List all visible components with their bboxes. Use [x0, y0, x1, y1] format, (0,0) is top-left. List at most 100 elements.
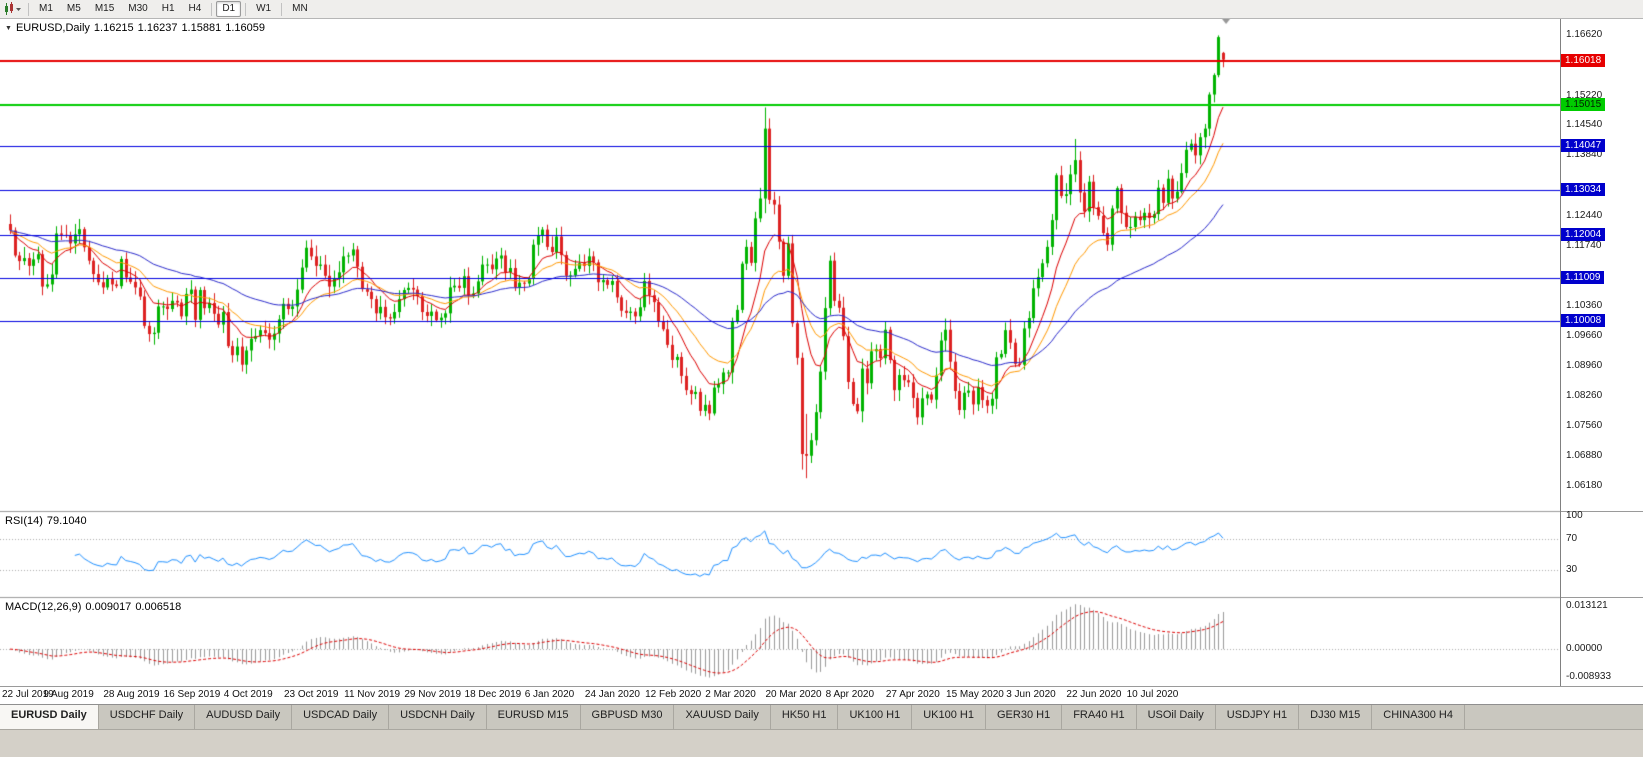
- timeframe-button-h1[interactable]: H1: [161, 3, 175, 14]
- timeframe-button-mn[interactable]: MN: [292, 3, 308, 14]
- price-chart-canvas[interactable]: [0, 19, 1560, 686]
- price-axis-tick: 1.16620: [1566, 29, 1603, 41]
- chart-region: ▼ EURUSD,Daily 1.16215 1.16237 1.15881 1.1605…: [0, 19, 1643, 704]
- chart-tab-fra40-h1[interactable]: FRA40 H1: [1062, 705, 1137, 729]
- price-level-badge[interactable]: 1.10008: [1561, 313, 1606, 327]
- price-axis-tick: 1.12440: [1566, 209, 1603, 221]
- toolbar-divider: [245, 2, 247, 16]
- chart-type-icon[interactable]: [3, 2, 23, 16]
- time-axis-label: 18 Dec 2019: [464, 689, 522, 700]
- time-axis-label: 22 Jun 2020: [1066, 689, 1122, 700]
- price-level-badge[interactable]: 1.13034: [1561, 183, 1606, 197]
- price-level-badge[interactable]: 1.14047: [1561, 139, 1606, 153]
- time-axis-label: 10 Jul 2020: [1126, 689, 1179, 700]
- ohlc-open: 1.16215: [93, 22, 134, 34]
- panel-separator: [1561, 597, 1643, 598]
- rsi-axis-label: 70: [1566, 533, 1578, 545]
- chart-tab-eurusd-m15[interactable]: EURUSD M15: [486, 705, 581, 729]
- time-axis-label: 29 Nov 2019: [404, 689, 462, 700]
- ohlc-high: 1.16237: [137, 22, 178, 34]
- toolbar-divider: [211, 2, 213, 16]
- chart-tab-hk50-h1[interactable]: HK50 H1: [770, 705, 839, 729]
- price-axis-tick: 1.15220: [1566, 89, 1603, 101]
- chart-tabs: EURUSD Daily USDCHF Daily AUDUSD Daily USDC…: [0, 705, 1643, 730]
- chart-tab-uk100-h1[interactable]: UK100 H1: [838, 705, 913, 729]
- macd-indicator-main-value: 0.009017: [85, 601, 132, 613]
- time-axis-label: 24 Jan 2020: [584, 689, 640, 700]
- price-level-badge[interactable]: 1.16018: [1561, 54, 1606, 68]
- time-axis-label: 11 Nov 2019: [344, 689, 401, 700]
- time-axis-label: 2 Mar 2020: [705, 689, 756, 700]
- ohlc-close: 1.16059: [225, 22, 265, 34]
- chart-tab-ger30-h1[interactable]: GER30 H1: [986, 705, 1063, 729]
- rsi-axis-label: 100: [1566, 510, 1583, 521]
- time-axis-label: 12 Feb 2020: [645, 689, 702, 700]
- ohlc-low: 1.15881: [181, 22, 222, 34]
- toolbar-divider: [28, 2, 29, 16]
- time-axis-label: 3 Jun 2020: [1006, 689, 1056, 700]
- macd-indicator-label: MACD(12,26,9): [5, 601, 82, 613]
- price-axis-tick: 1.11740: [1566, 240, 1602, 251]
- expand-collapse-icon[interactable]: ▼: [5, 24, 12, 32]
- price-axis-tick: 1.14540: [1566, 119, 1603, 131]
- price-level-badge[interactable]: 1.11009: [1561, 270, 1605, 284]
- timeframe-buttons: M1 M5 M15 M30 H1 H4 D1 W1 MN: [32, 1, 315, 17]
- chart-tab-audusd-daily[interactable]: AUDUSD Daily: [195, 705, 293, 729]
- rsi-axis-label: 30: [1566, 563, 1578, 575]
- time-axis-label: 9 Aug 2019: [43, 689, 94, 700]
- chart-tab-eurusd-daily[interactable]: EURUSD Daily: [0, 705, 99, 729]
- price-level-badge[interactable]: 1.15015: [1561, 97, 1606, 111]
- symbol-period-label: EURUSD,Daily: [15, 22, 90, 34]
- time-axis-label: 15 May 2020: [946, 689, 1004, 700]
- timeframe-button-h4[interactable]: H4: [188, 3, 202, 14]
- time-axis-label: 23 Oct 2019: [283, 689, 339, 700]
- price-axis-tick: 1.06880: [1566, 449, 1603, 461]
- chart-tab-usdjpy-h1[interactable]: USDJPY H1: [1215, 705, 1300, 729]
- timeframe-button-m15[interactable]: M15: [94, 3, 115, 14]
- macd-axis-bottom: -0.008933: [1566, 671, 1612, 682]
- time-axis-label: 20 Mar 2020: [765, 689, 822, 700]
- time-axis-label: 22 Jul 2019: [2, 689, 54, 700]
- price-axis[interactable]: 100 70 30 0.013121 0.00000 -0.008933 1.1…: [1560, 19, 1643, 686]
- timeframe-button-m1[interactable]: M1: [39, 3, 53, 14]
- chart-tabs-bar: EURUSD Daily USDCHF Daily AUDUSD Daily USDC…: [0, 704, 1643, 757]
- time-axis-label: 4 Oct 2019: [223, 689, 273, 700]
- chart-tab-xauusd-daily[interactable]: XAUUSD Daily: [674, 705, 771, 729]
- macd-axis-zero: 0.00000: [1566, 643, 1603, 655]
- macd-indicator-signal-value: 0.006518: [135, 601, 182, 613]
- timeframe-button-m5[interactable]: M5: [66, 3, 81, 14]
- chart-tab-usdcad-daily[interactable]: USDCAD Daily: [292, 705, 390, 729]
- timeframe-toolbar: M1 M5 M15 M30 H1 H4 D1 W1 MN: [0, 0, 1643, 19]
- rsi-panel-title: RSI(14) 79.1040: [5, 515, 91, 527]
- price-axis-tick: 1.08260: [1566, 390, 1603, 402]
- rsi-indicator-value: 79.1040: [46, 515, 87, 527]
- time-axis-label: 28 Aug 2019: [103, 689, 160, 700]
- macd-panel-title: MACD(12,26,9) 0.009017 0.006518: [5, 601, 185, 613]
- price-axis-tick: 1.13840: [1566, 149, 1603, 161]
- chart-window-title: ▼ EURUSD,Daily 1.16215 1.16237 1.15881 1.1605…: [5, 22, 269, 34]
- candlestick-icon: [5, 2, 21, 15]
- time-axis-label: 27 Apr 2020: [885, 689, 940, 700]
- time-axis-label: 16 Sep 2019: [163, 689, 221, 700]
- panel-separator: [1561, 511, 1643, 512]
- chart-tab-china300-h4[interactable]: CHINA300 H4: [1372, 705, 1465, 729]
- rsi-indicator-label: RSI(14): [5, 515, 43, 527]
- chart-tab-usoil-daily[interactable]: USOil Daily: [1136, 705, 1216, 729]
- timeframe-button-w1[interactable]: W1: [256, 3, 272, 14]
- chart-tab-uk100-h1[interactable]: UK100 H1: [912, 705, 986, 729]
- price-axis-tick: 1.06180: [1566, 479, 1603, 491]
- price-axis-tick: 1.08960: [1566, 359, 1603, 371]
- timeframe-button-m30[interactable]: M30: [128, 3, 148, 14]
- chart-tab-usdchf-daily[interactable]: USDCHF Daily: [98, 705, 196, 729]
- timeframe-button-d1[interactable]: D1: [216, 1, 242, 17]
- price-axis-tick: 1.10360: [1566, 299, 1603, 311]
- time-axis[interactable]: 22 Jul 2019 9 Aug 2019 28 Aug 2019 16 Sep 2…: [0, 686, 1643, 704]
- price-axis-tick: 1.09660: [1566, 329, 1603, 341]
- chart-tab-dj30-m15[interactable]: DJ30 M15: [1299, 705, 1373, 729]
- time-axis-label: 6 Jan 2020: [524, 689, 575, 700]
- chart-tab-usdcnh-daily[interactable]: USDCNH Daily: [389, 705, 487, 729]
- price-axis-tick: 1.07560: [1566, 420, 1603, 432]
- chart-tab-gbpusd-m30[interactable]: GBPUSD M30: [580, 705, 675, 729]
- price-level-badge[interactable]: 1.12004: [1561, 227, 1606, 241]
